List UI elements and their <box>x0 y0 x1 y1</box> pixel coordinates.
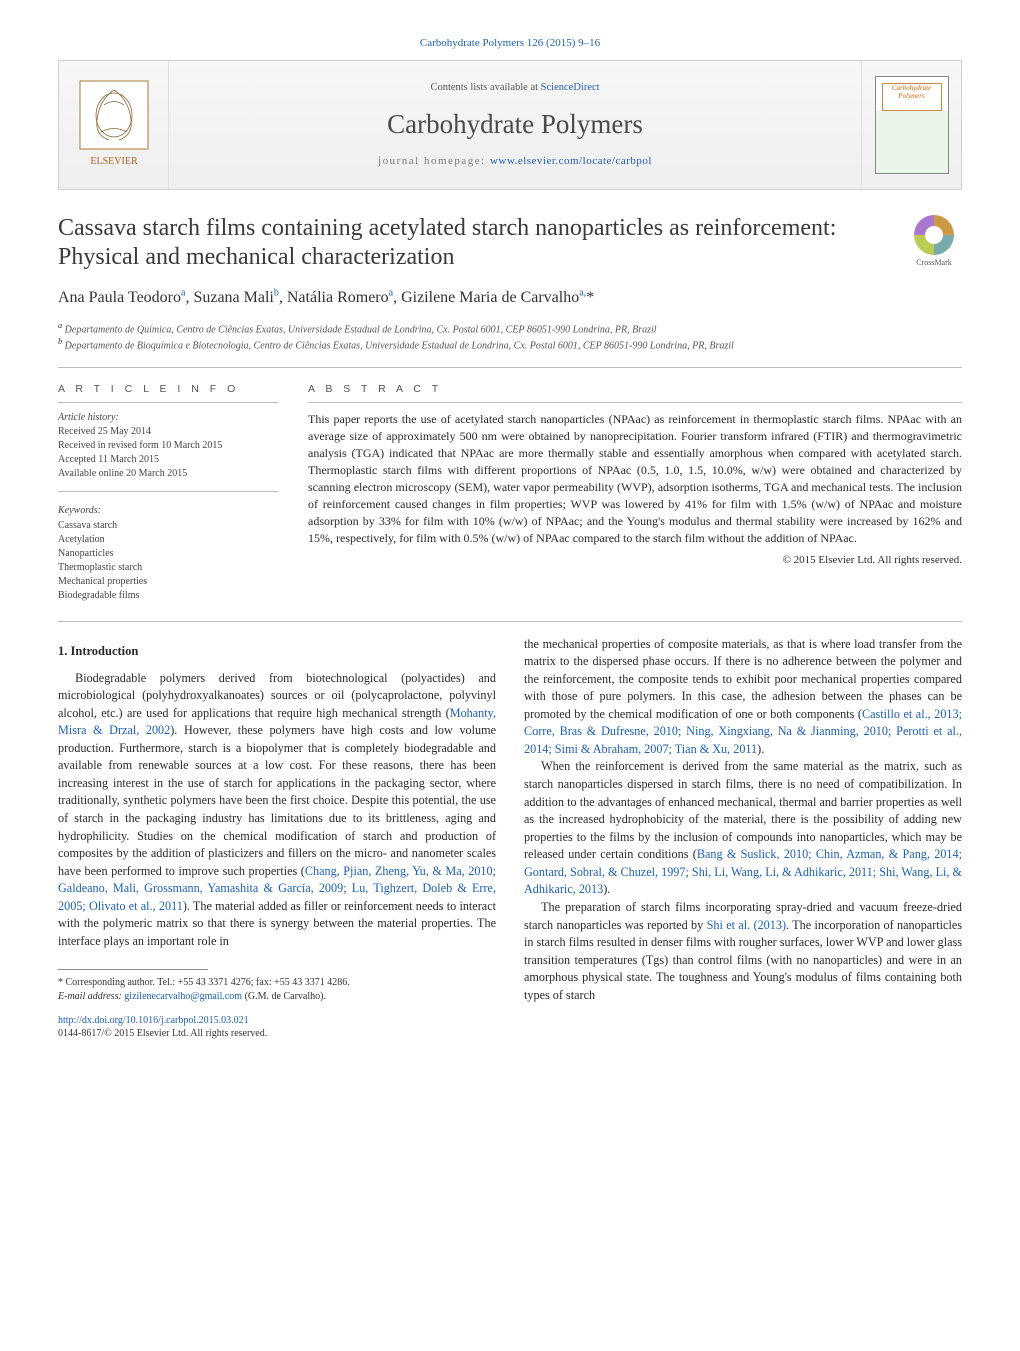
intro-para-1: Biodegradable polymers derived from biot… <box>58 670 496 951</box>
affiliation-b: b Departamento de Bioquímica e Biotecnol… <box>58 336 962 353</box>
affiliation-a: a Departamento de Química, Centro de Ciê… <box>58 320 962 337</box>
history-heading: Article history: <box>58 412 119 423</box>
corresponding-email-link[interactable]: gizilenecarvalho@gmail.com <box>124 991 242 1002</box>
corresponding-author: * Corresponding author. Tel.: +55 43 337… <box>58 976 496 990</box>
crossmark-icon <box>914 215 954 255</box>
contents-available-line: Contents lists available at ScienceDirec… <box>430 80 599 95</box>
journal-banner: ELSEVIER Contents lists available at Sci… <box>58 60 962 190</box>
journal-homepage-line: journal homepage: www.elsevier.com/locat… <box>378 154 652 170</box>
abstract-copyright: © 2015 Elsevier Ltd. All rights reserved… <box>308 553 962 569</box>
publisher-name: ELSEVIER <box>90 156 138 167</box>
keyword-4: Thermoplastic starch <box>58 562 142 573</box>
journal-homepage-link[interactable]: www.elsevier.com/locate/carbpol <box>490 155 652 167</box>
email-owner: (G.M. de Carvalho). <box>242 991 326 1002</box>
intro-para-3: When the reinforcement is derived from t… <box>524 758 962 899</box>
email-label: E-mail address: <box>58 991 124 1002</box>
intro-para-4: The preparation of starch films incorpor… <box>524 899 962 1004</box>
body-columns: 1. Introduction Biodegradable polymers d… <box>58 636 962 1041</box>
homepage-prefix: journal homepage: <box>378 155 490 167</box>
publisher-logo: ELSEVIER <box>59 61 169 189</box>
article-title: Cassava starch films containing acetylat… <box>58 214 894 273</box>
issn-copyright: 0144-8617/© 2015 Elsevier Ltd. All right… <box>58 1028 267 1039</box>
keyword-5: Mechanical properties <box>58 576 147 587</box>
article-info-label: A R T I C L E I N F O <box>58 382 278 402</box>
keyword-6: Biodegradable films <box>58 590 139 601</box>
email-line: E-mail address: gizilenecarvalho@gmail.c… <box>58 990 496 1004</box>
divider-2 <box>58 621 962 622</box>
contents-prefix: Contents lists available at <box>430 82 540 93</box>
keywords-heading: Keywords: <box>58 504 278 518</box>
doi-link[interactable]: http://dx.doi.org/10.1016/j.carbpol.2015… <box>58 1015 249 1026</box>
history-received: Received 25 May 2014 <box>58 426 151 437</box>
running-citation: Carbohydrate Polymers 126 (2015) 9–16 <box>58 36 962 52</box>
journal-name: Carbohydrate Polymers <box>387 105 643 144</box>
abstract-label: A B S T R A C T <box>308 382 962 402</box>
author-list: Ana Paula Teodoroa, Suzana Malib, Natáli… <box>58 286 962 309</box>
history-online: Available online 20 March 2015 <box>58 468 187 479</box>
divider <box>58 367 962 368</box>
intro-para-2: the mechanical properties of composite m… <box>524 636 962 759</box>
info-divider <box>58 491 278 492</box>
crossmark-badge[interactable]: CrossMark <box>906 214 962 270</box>
introduction-heading: 1. Introduction <box>58 642 496 660</box>
keyword-1: Cassava starch <box>58 520 117 531</box>
abstract-text: This paper reports the use of acetylated… <box>308 411 962 547</box>
journal-cover-thumb <box>861 61 961 189</box>
keyword-2: Acetylation <box>58 534 105 545</box>
keyword-3: Nanoparticles <box>58 548 114 559</box>
footnote-rule <box>58 969 208 970</box>
sciencedirect-link[interactable]: ScienceDirect <box>541 82 600 93</box>
affiliations: a Departamento de Química, Centro de Ciê… <box>58 320 962 354</box>
history-revised: Received in revised form 10 March 2015 <box>58 440 222 451</box>
history-accepted: Accepted 11 March 2015 <box>58 454 159 465</box>
crossmark-label: CrossMark <box>916 257 952 269</box>
